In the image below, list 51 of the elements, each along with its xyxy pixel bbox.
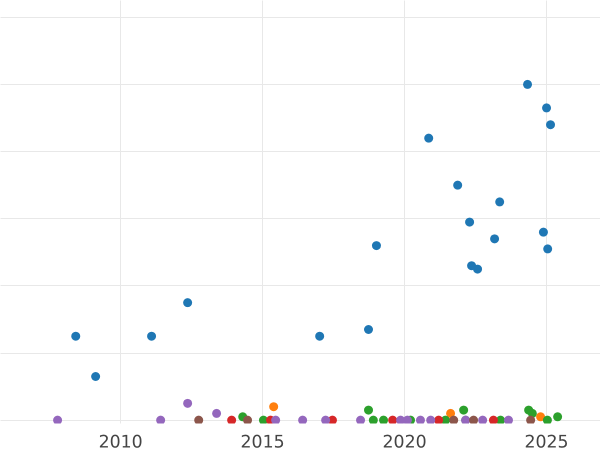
point (504, 416, 513, 424)
point (553, 412, 562, 422)
x-tick-label: 2010 (98, 432, 143, 450)
point (542, 416, 552, 424)
point (523, 80, 532, 89)
x-tick-label: 2025 (524, 432, 569, 450)
point (488, 416, 498, 424)
point (459, 406, 468, 415)
point (495, 197, 504, 206)
point (71, 332, 80, 341)
point (53, 416, 62, 424)
point (388, 416, 398, 424)
point (156, 416, 166, 424)
point (183, 298, 192, 308)
point (315, 332, 324, 341)
point (147, 332, 156, 341)
point (538, 228, 548, 237)
point (542, 103, 552, 112)
point (453, 180, 462, 190)
point (372, 241, 381, 250)
point (212, 408, 222, 418)
point (465, 218, 474, 227)
x-tick-label: 2015 (240, 432, 285, 450)
point (469, 416, 478, 424)
point (379, 416, 388, 424)
point (91, 372, 100, 381)
point (473, 264, 482, 274)
point (194, 416, 204, 424)
point (368, 416, 378, 424)
point (546, 120, 556, 130)
point (526, 416, 536, 424)
point (543, 244, 552, 254)
point (269, 402, 278, 412)
point (243, 416, 252, 424)
point (364, 406, 374, 415)
point (227, 416, 236, 424)
point (416, 416, 425, 424)
point (449, 416, 458, 424)
point (424, 134, 434, 143)
point (426, 416, 436, 424)
point (183, 398, 192, 408)
point (536, 412, 546, 422)
point (490, 234, 500, 244)
point (321, 416, 330, 424)
point (271, 416, 280, 424)
point (434, 416, 444, 424)
point (356, 416, 366, 424)
x-tick-label: 2020 (382, 432, 427, 450)
point (478, 416, 488, 424)
point (298, 416, 308, 424)
point (364, 325, 374, 334)
